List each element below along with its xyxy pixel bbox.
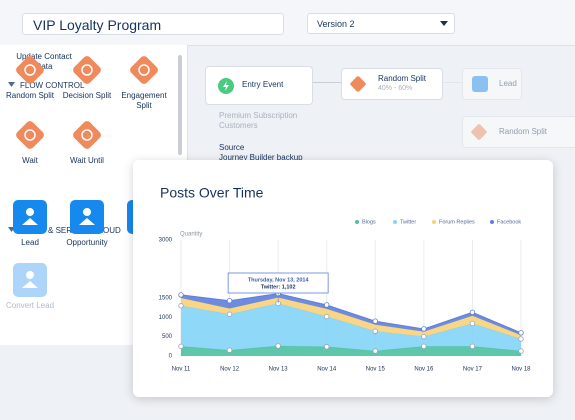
- data-point: [518, 348, 524, 354]
- data-point: [372, 328, 378, 334]
- palette-icon[interactable]: [12, 262, 48, 298]
- palette-icon[interactable]: [69, 117, 105, 153]
- title-input[interactable]: VIP Loyalty Program: [22, 13, 284, 35]
- data-point: [518, 330, 524, 336]
- data-point: [421, 343, 427, 350]
- legend-label: Facebook: [497, 219, 521, 225]
- chevron: [8, 82, 15, 87]
- palette-icon[interactable]: [12, 117, 48, 153]
- section-title: FLOW CONTROL: [20, 81, 85, 90]
- x-tick-label: Nov 14: [317, 367, 337, 373]
- data-point: [226, 347, 233, 353]
- x-tick-label: Nov 12: [220, 367, 240, 373]
- tooltip-text: Twitter: 1,102: [261, 284, 296, 290]
- split-label: Random Split: [499, 127, 548, 136]
- entry-node[interactable]: Entry Event: [205, 66, 313, 105]
- data-point: [324, 313, 330, 320]
- palette-icon[interactable]: [69, 199, 105, 235]
- palette-item-label[interactable]: Wait Until: [70, 156, 104, 165]
- entry-label: Entry Event: [242, 80, 284, 89]
- tooltip: [227, 272, 329, 294]
- version-text: Version 2: [317, 19, 355, 29]
- legend-swatch: [355, 220, 359, 224]
- entry-icon: [218, 78, 234, 94]
- palette-item-label[interactable]: Lead: [21, 238, 39, 247]
- lead-label: Lead: [499, 79, 517, 88]
- data-point: [518, 336, 524, 342]
- data-point: [372, 318, 378, 324]
- lead-icon: [472, 76, 488, 92]
- data-point: [275, 343, 281, 349]
- data-point: [178, 343, 184, 350]
- chart-title: Posts Over Time: [160, 185, 264, 201]
- data-point: [421, 326, 427, 332]
- lead-node[interactable]: Lead: [462, 68, 522, 100]
- data-point: [324, 344, 330, 350]
- palette-item-label[interactable]: Wait: [22, 156, 38, 165]
- palette-icon[interactable]: [12, 52, 48, 88]
- data-point: [469, 320, 476, 327]
- connector: [313, 82, 341, 83]
- scrollbar: [178, 55, 182, 155]
- data-point: [178, 303, 184, 309]
- split-node[interactable]: Random Split 40% - 60%: [341, 68, 443, 100]
- area: [181, 297, 521, 339]
- palette-item-label[interactable]: Random Split: [5, 91, 55, 100]
- palette-item-label[interactable]: Opportunity: [66, 238, 108, 247]
- source-value: Journey Builder backup: [219, 153, 303, 162]
- legend-swatch: [432, 220, 436, 224]
- area: [181, 303, 521, 351]
- palette-item-label[interactable]: Convert Lead: [5, 301, 55, 310]
- data-point: [469, 309, 476, 316]
- data-point: [324, 302, 330, 308]
- palette-item-label[interactable]: Update Contact Data: [16, 52, 72, 71]
- legend-swatch: [490, 220, 494, 224]
- legend-label: Twitter: [400, 219, 416, 225]
- palette-item-label[interactable]: Decision Split: [62, 91, 112, 100]
- area: [181, 293, 521, 336]
- data-point: [226, 311, 233, 317]
- version-select[interactable]: Version 2: [307, 13, 455, 34]
- chart-card: Posts Over Time Quantity 0 500 1000 1500 300…: [133, 160, 553, 397]
- split-icon: [350, 76, 366, 92]
- chart: Posts Over Time Quantity 0 500 1000 1500 300…: [159, 185, 532, 373]
- palette-icon[interactable]: [12, 199, 48, 235]
- area-edge: [180, 293, 522, 334]
- x-tick-label: Nov 11: [172, 367, 191, 373]
- x-tick-label: Nov 13: [269, 367, 289, 373]
- legend-label: Blogs: [362, 219, 376, 225]
- palette-icon[interactable]: [126, 52, 162, 88]
- legend-swatch: [393, 220, 397, 224]
- x-tick-label: Nov 16: [414, 367, 434, 373]
- y-tick-label: 500: [162, 334, 173, 340]
- split-icon: [471, 124, 487, 140]
- data-point: [226, 298, 233, 304]
- y-tick-label: 1000: [159, 315, 173, 321]
- split-label: Random Split: [378, 74, 427, 83]
- section-header: FLOW CONTROL: [8, 81, 84, 90]
- entry-desc: Premium Subscription Customers: [219, 111, 298, 130]
- data-point: [469, 343, 476, 350]
- tooltip-title: Thursday, Nov 13, 2014: [248, 277, 310, 283]
- y-tick-label: 1500: [159, 296, 173, 302]
- x-tick-label: Nov 15: [366, 367, 386, 373]
- y-axis-label: Quantity: [180, 232, 202, 238]
- data-point: [178, 292, 184, 298]
- source-label: Source: [219, 143, 245, 152]
- split-ratio: 40% - 60%: [378, 85, 413, 92]
- x-tick-label: Nov 18: [511, 367, 531, 373]
- split-node-2[interactable]: Random Split: [462, 116, 575, 148]
- x-tick-label: Nov 17: [463, 367, 483, 373]
- y-tick-label: 0: [169, 354, 173, 360]
- legend-label: Forum Replies: [439, 219, 475, 225]
- area: [181, 345, 521, 356]
- connector: [443, 82, 462, 83]
- data-point: [372, 348, 378, 354]
- palette-icon[interactable]: [69, 52, 105, 88]
- data-point: [421, 333, 427, 340]
- palette-item-label[interactable]: Engagement Split: [121, 91, 167, 110]
- y-tick-label: 3000: [159, 238, 173, 244]
- caret: [440, 21, 448, 26]
